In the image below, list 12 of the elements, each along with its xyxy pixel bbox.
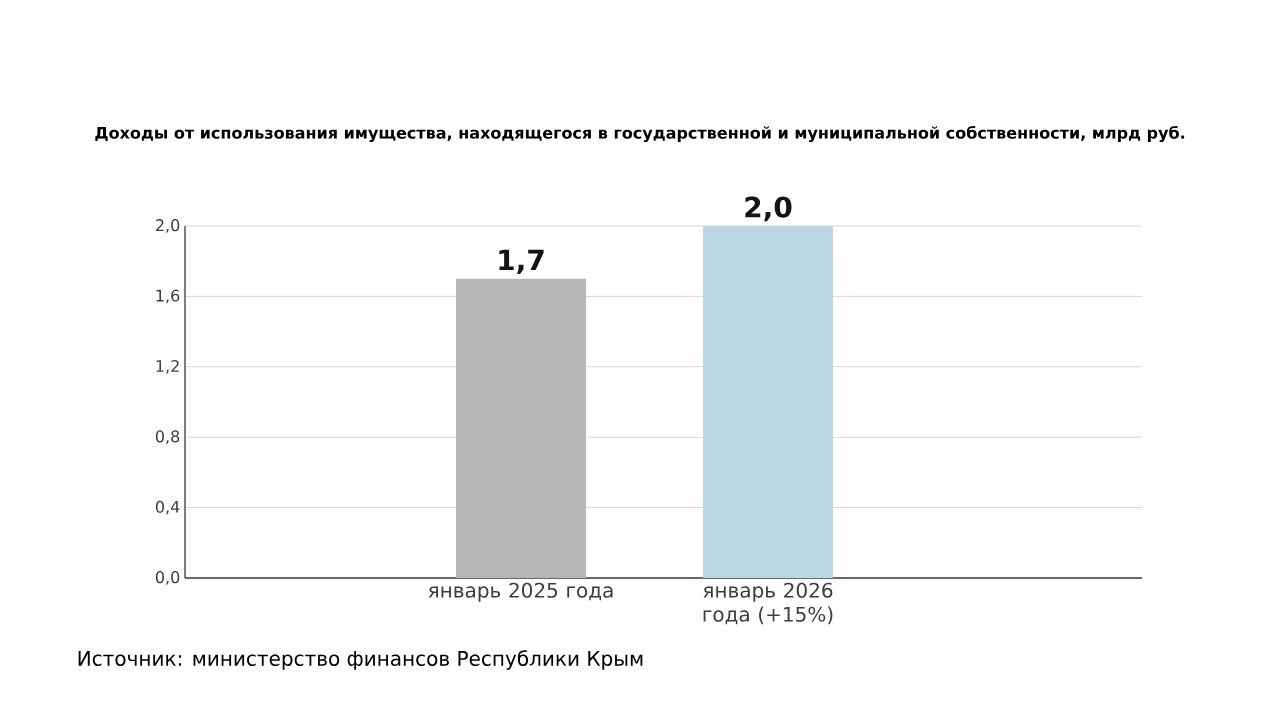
x-tick-label: январь 2026 года (+15%) xyxy=(703,582,833,625)
x-tick-label: январь 2025 года xyxy=(428,582,613,602)
y-tick-label: 2,0 xyxy=(156,219,180,233)
data-label: 2,0 xyxy=(745,196,792,222)
y-tick-label: 1,6 xyxy=(156,289,180,304)
y-tick-label: 0,8 xyxy=(155,430,180,445)
data-label: 1,7 xyxy=(499,249,544,275)
chart-title: Доходы от использования имущества, находящегося в государственной и муниципальной собственности, млрд руб. xyxy=(95,125,1185,143)
y-tick-label: 1,2 xyxy=(156,359,179,374)
y-tick-label: 0,0 xyxy=(155,571,180,585)
text: Источник: министерство финансов Республики Крым xyxy=(78,650,643,670)
y-tick-label: 0,4 xyxy=(155,500,180,515)
